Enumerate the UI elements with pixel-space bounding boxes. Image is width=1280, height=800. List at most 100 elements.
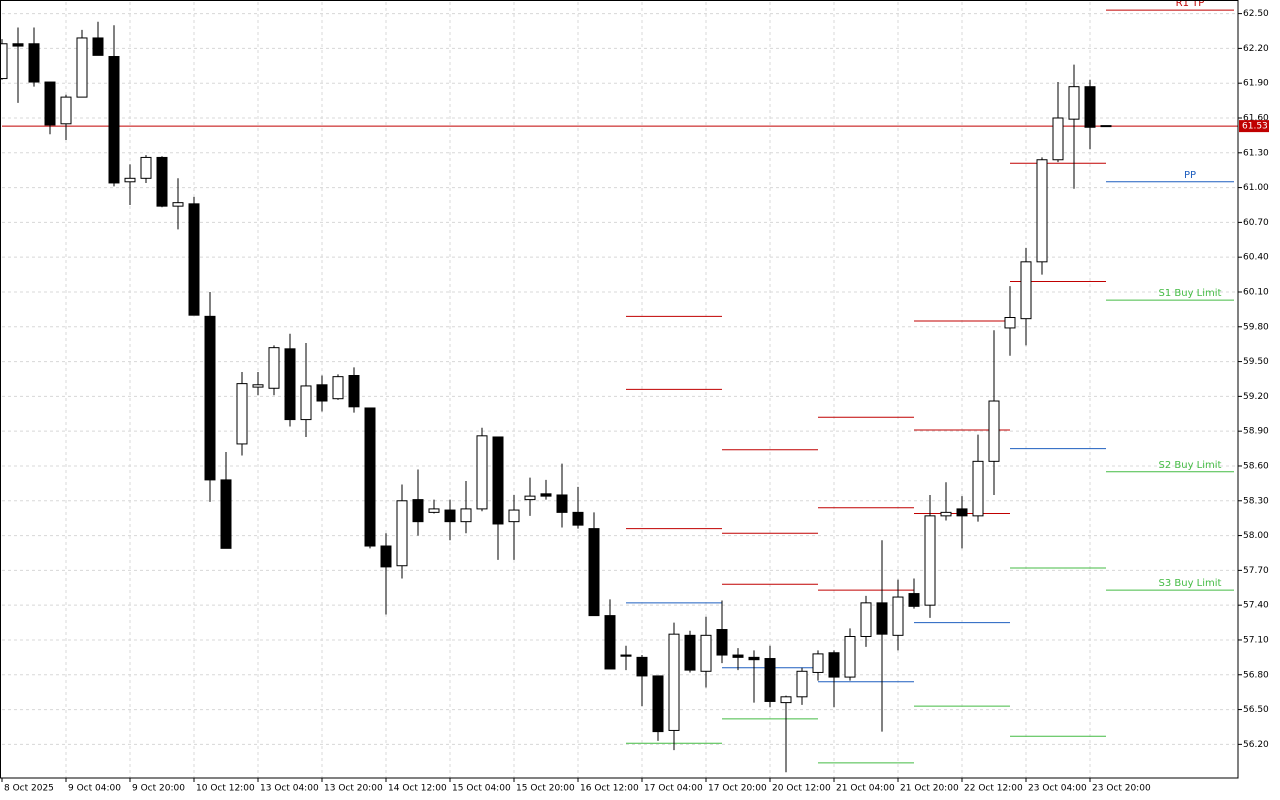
- candle-body: [460, 508, 472, 523]
- candle-body: [108, 56, 120, 184]
- candle-body: [428, 508, 440, 513]
- candle-body: [1020, 261, 1032, 320]
- y-tick-label: 61.00: [1243, 183, 1269, 193]
- candle-body: [988, 400, 1000, 462]
- y-tick-label: 57.40: [1243, 601, 1269, 611]
- y-tick-label: 62.20: [1243, 44, 1269, 54]
- candle-body: [780, 696, 792, 704]
- candle-body: [524, 495, 536, 501]
- candles: [0, 21, 1112, 773]
- candle-body: [1068, 86, 1080, 120]
- y-tick-label: 56.20: [1243, 740, 1269, 750]
- candle-body: [492, 436, 504, 525]
- candle-body: [636, 656, 648, 677]
- x-tick-label: 14 Oct 12:00: [388, 784, 447, 794]
- candle-body: [220, 479, 232, 549]
- x-tick-label: 13 Oct 04:00: [260, 784, 319, 794]
- candle-body: [252, 384, 264, 388]
- y-tick-label: 58.00: [1243, 531, 1269, 541]
- y-tick-label: 60.70: [1243, 218, 1269, 228]
- level-label: S3 Buy Limit: [1159, 578, 1222, 589]
- candle-body: [732, 654, 744, 658]
- y-tick-label: 61.90: [1243, 79, 1269, 89]
- candle-body: [236, 383, 248, 445]
- candle-body: [812, 653, 824, 673]
- candle-body: [364, 407, 376, 547]
- y-tick-label: 59.50: [1243, 357, 1269, 367]
- candle-body: [604, 615, 616, 670]
- x-tick-label: 23 Oct 04:00: [1028, 784, 1087, 794]
- candle-body: [556, 494, 568, 513]
- candle-body: [652, 675, 664, 733]
- y-tick-label: 59.20: [1243, 392, 1269, 402]
- candle-body: [972, 460, 984, 517]
- candle-body: [620, 654, 632, 657]
- candle-body: [1036, 159, 1048, 263]
- candle-body: [140, 156, 152, 179]
- candle-body: [860, 602, 872, 637]
- x-tick-label: 21 Oct 04:00: [836, 784, 895, 794]
- y-tick-label: 60.40: [1243, 253, 1269, 263]
- x-tick-label: 15 Oct 20:00: [516, 784, 575, 794]
- x-tick-label: 8 Oct 2025: [4, 784, 54, 794]
- level-label: S2 Buy Limit: [1159, 460, 1222, 471]
- y-tick-label: 56.50: [1243, 705, 1269, 715]
- x-tick-label: 15 Oct 04:00: [452, 784, 511, 794]
- x-tick-label: 9 Oct 20:00: [132, 784, 185, 794]
- candle-body: [828, 652, 840, 678]
- candle-body: [700, 634, 712, 672]
- candle-body: [348, 375, 360, 408]
- y-tick-label: 57.70: [1243, 566, 1269, 576]
- candle-body: [12, 43, 24, 47]
- candle-body: [44, 81, 56, 126]
- candle-body: [540, 493, 552, 497]
- candle-body: [316, 384, 328, 402]
- candle-body: [588, 528, 600, 617]
- y-tick-label: 62.50: [1243, 9, 1269, 19]
- candle-body: [172, 202, 184, 207]
- candle-body: [508, 509, 520, 523]
- candle-body: [844, 635, 856, 678]
- y-tick-label: 61.30: [1243, 148, 1269, 158]
- candle-body: [0, 43, 8, 80]
- x-tick-label: 22 Oct 12:00: [964, 784, 1023, 794]
- candle-body: [268, 347, 280, 389]
- x-tick-label: 10 Oct 12:00: [196, 784, 255, 794]
- x-tick-label: 17 Oct 04:00: [644, 784, 703, 794]
- candle-body: [76, 37, 88, 98]
- candle-body: [412, 499, 424, 523]
- x-tick-label: 17 Oct 20:00: [708, 784, 767, 794]
- candle-body: [188, 203, 200, 316]
- candle-body: [572, 511, 584, 526]
- y-tick-label: 58.30: [1243, 496, 1269, 506]
- candle-body: [300, 385, 312, 421]
- candle-body: [28, 43, 40, 83]
- y-tick-label: 59.80: [1243, 322, 1269, 332]
- candle-body: [716, 629, 728, 656]
- candle-body: [92, 37, 104, 56]
- current-price-tag: [1239, 120, 1269, 133]
- y-tick-label: 60.10: [1243, 287, 1269, 297]
- candle-body: [204, 315, 216, 481]
- x-tick-label: 9 Oct 04:00: [68, 784, 121, 794]
- candle-body: [1004, 317, 1016, 329]
- candle-body: [156, 156, 168, 207]
- x-tick-label: 23 Oct 20:00: [1092, 784, 1151, 794]
- candle-body: [1052, 117, 1064, 161]
- y-tick-label: 56.80: [1243, 670, 1269, 680]
- x-tick-label: 16 Oct 12:00: [580, 784, 639, 794]
- x-tick-label: 21 Oct 20:00: [900, 784, 959, 794]
- candle-body: [332, 376, 344, 400]
- candle-body: [764, 658, 776, 702]
- y-tick-label: 57.10: [1243, 635, 1269, 645]
- candle-body: [444, 509, 456, 523]
- candle-body: [956, 508, 968, 517]
- candle-body: [924, 515, 936, 606]
- x-tick-label: 20 Oct 12:00: [772, 784, 831, 794]
- candle-body: [684, 634, 696, 671]
- candle-body: [892, 596, 904, 636]
- candle-body: [476, 435, 488, 510]
